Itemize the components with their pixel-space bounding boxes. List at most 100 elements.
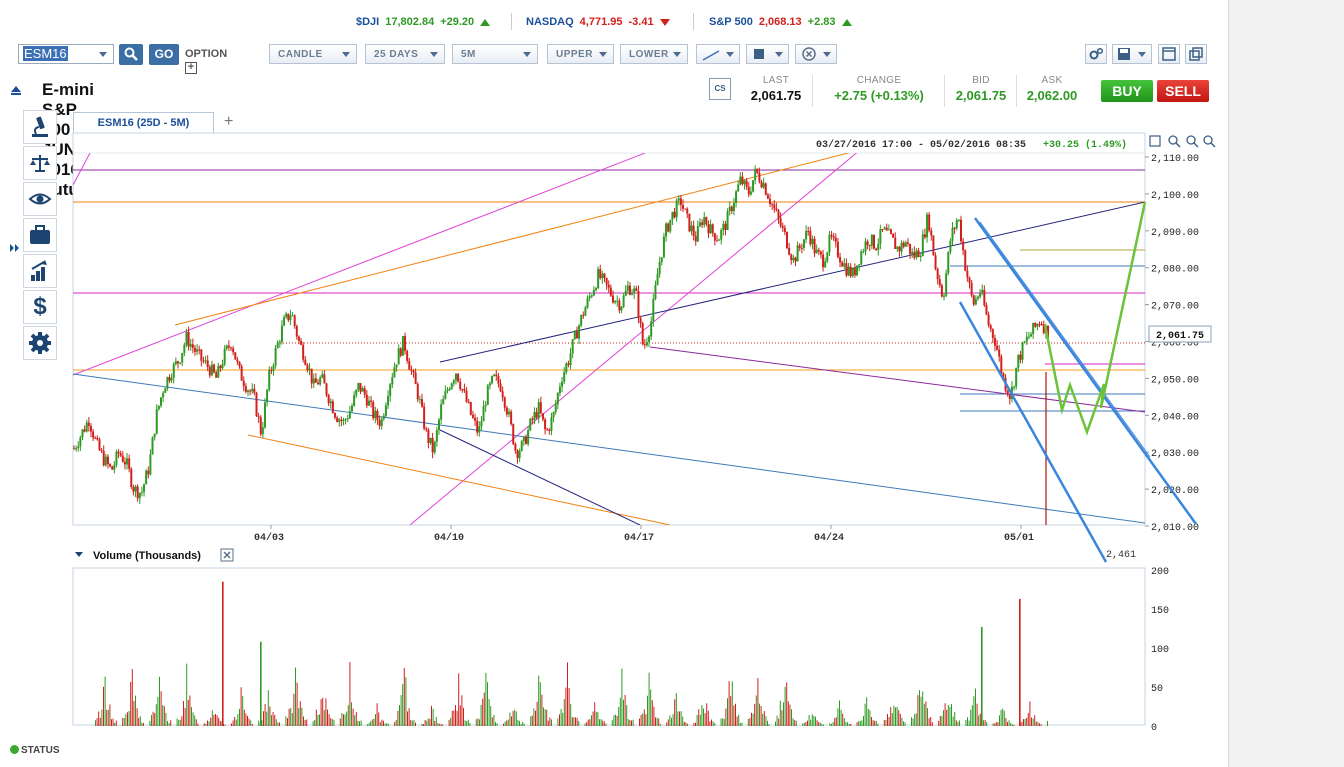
ticker-sp500[interactable]: S&P 500 2,068.13 +2.83 bbox=[709, 15, 852, 29]
portfolio-button[interactable] bbox=[23, 218, 57, 252]
volume-bar bbox=[354, 715, 356, 726]
interval-dropdown[interactable]: 5M bbox=[452, 44, 538, 64]
zoom-in-icon[interactable] bbox=[1168, 135, 1181, 148]
trade-button[interactable]: $ bbox=[23, 290, 57, 324]
volume-collapse-icon[interactable] bbox=[75, 552, 83, 557]
candle-body bbox=[885, 227, 888, 231]
trendline-magenta-left[interactable] bbox=[73, 153, 91, 186]
volume-bar bbox=[1011, 724, 1013, 726]
option-toggle[interactable]: OPTION + bbox=[185, 48, 227, 74]
volume-bar bbox=[866, 697, 868, 726]
candle-body bbox=[200, 349, 203, 361]
price-tick-label: 2,100.00 bbox=[1151, 191, 1199, 202]
candle-body bbox=[232, 348, 235, 353]
volume-bar bbox=[647, 695, 648, 726]
volume-bar bbox=[704, 713, 706, 726]
projection-channel-upper[interactable] bbox=[973, 217, 1198, 525]
ticker-nasdaq[interactable]: NASDAQ 4,771.95 -3.41 bbox=[526, 15, 670, 29]
candle-body bbox=[645, 342, 648, 346]
cs-button[interactable]: CS bbox=[709, 78, 731, 100]
chart-type-dropdown[interactable]: CANDLE bbox=[269, 44, 357, 64]
volume-bar bbox=[231, 723, 232, 726]
candle-body bbox=[484, 404, 487, 407]
buy-button[interactable]: BUY bbox=[1101, 80, 1153, 102]
volume-bar bbox=[493, 715, 495, 726]
volume-bar bbox=[523, 723, 525, 726]
zoom-fit-icon[interactable] bbox=[1149, 135, 1161, 147]
price-chart[interactable]: 03/27/2016 17:00 - 05/02/2016 08:35 +30.… bbox=[0, 130, 1228, 750]
chart-date-range: 03/27/2016 17:00 - 05/02/2016 08:35 bbox=[816, 139, 1026, 151]
candle-body bbox=[754, 168, 757, 181]
watch-button[interactable] bbox=[23, 182, 57, 216]
candle-body bbox=[580, 315, 583, 326]
symbol-input[interactable]: ESM16 bbox=[18, 44, 114, 64]
add-tab-button[interactable]: + bbox=[224, 113, 234, 130]
clear-drawings-dropdown[interactable] bbox=[795, 44, 837, 64]
trendline-navy-lower[interactable] bbox=[439, 429, 641, 525]
chevron-down-icon[interactable] bbox=[99, 52, 107, 57]
volume-bar bbox=[522, 721, 524, 726]
signals-button[interactable] bbox=[23, 254, 57, 288]
save-dropdown[interactable] bbox=[1112, 44, 1152, 64]
candle-body bbox=[361, 388, 364, 392]
popout-button[interactable] bbox=[1185, 44, 1207, 64]
layout-button[interactable] bbox=[1158, 44, 1180, 64]
projection-path[interactable] bbox=[1043, 201, 1147, 436]
candle-body bbox=[669, 219, 672, 232]
trendline-purple[interactable] bbox=[649, 346, 1145, 413]
volume-bar bbox=[720, 718, 722, 726]
sell-button[interactable]: SELL bbox=[1157, 80, 1209, 102]
candle-body bbox=[690, 225, 693, 232]
volume-tick-label: 0 bbox=[1151, 723, 1157, 734]
settings-sidebar-button[interactable] bbox=[23, 326, 57, 360]
shape-tool-dropdown[interactable] bbox=[746, 44, 789, 64]
projection-channel-lower[interactable] bbox=[958, 301, 1108, 563]
trendline-magenta-steep[interactable] bbox=[409, 150, 860, 525]
lower-study-dropdown[interactable]: LOWER bbox=[620, 44, 688, 64]
volume-bar bbox=[986, 721, 988, 726]
volume-bar bbox=[152, 711, 154, 726]
volume-bar bbox=[859, 720, 861, 726]
candle-body bbox=[932, 235, 935, 256]
go-button[interactable]: GO bbox=[149, 44, 179, 65]
zoom-reset-icon[interactable] bbox=[1203, 135, 1216, 148]
projection-channel-inner[interactable] bbox=[979, 221, 1151, 458]
volume-bar bbox=[864, 703, 866, 726]
trendline-navy-upper[interactable] bbox=[439, 201, 1145, 363]
zoom-out-icon[interactable] bbox=[1186, 135, 1199, 148]
candle-body bbox=[745, 180, 748, 187]
volume-bar bbox=[496, 723, 498, 726]
trendline-blue-lower[interactable] bbox=[73, 373, 1145, 524]
candle-body bbox=[431, 437, 434, 453]
upper-study-dropdown[interactable]: UPPER bbox=[547, 44, 614, 64]
ticker-dji[interactable]: $DJI 17,802.84 +29.20 bbox=[356, 15, 491, 29]
settings-button[interactable] bbox=[1085, 44, 1107, 64]
candle-body bbox=[558, 386, 561, 394]
range-dropdown[interactable]: 25 DAYS bbox=[365, 44, 445, 64]
volume-bar bbox=[674, 699, 676, 726]
trendline-magenta-upper[interactable] bbox=[73, 153, 646, 376]
candle-body bbox=[711, 224, 714, 234]
trendline-orange-lower[interactable] bbox=[247, 434, 671, 525]
draw-line-dropdown[interactable] bbox=[696, 44, 740, 64]
candle-body bbox=[635, 288, 638, 291]
trendline-orange-upper[interactable] bbox=[174, 150, 860, 326]
candle-body bbox=[836, 241, 839, 257]
volume-bar bbox=[331, 719, 333, 726]
candle-body bbox=[164, 388, 167, 393]
candle-body bbox=[906, 242, 909, 244]
volume-bar bbox=[205, 723, 207, 726]
expand-sidebar-icon[interactable] bbox=[10, 243, 20, 253]
candle-body bbox=[346, 418, 349, 420]
research-button[interactable] bbox=[23, 110, 57, 144]
candle-body bbox=[766, 194, 769, 199]
volume-bar bbox=[731, 681, 733, 726]
candle-body bbox=[870, 234, 873, 246]
compare-button[interactable] bbox=[23, 146, 57, 180]
candle-body bbox=[1002, 373, 1005, 378]
status-indicator[interactable]: STATUS bbox=[10, 745, 60, 756]
candle-body bbox=[779, 218, 782, 226]
tab-esm16[interactable]: ESM16 (25D - 5M) bbox=[73, 112, 214, 133]
collapse-up-icon[interactable] bbox=[10, 84, 22, 96]
search-button[interactable] bbox=[119, 44, 143, 65]
